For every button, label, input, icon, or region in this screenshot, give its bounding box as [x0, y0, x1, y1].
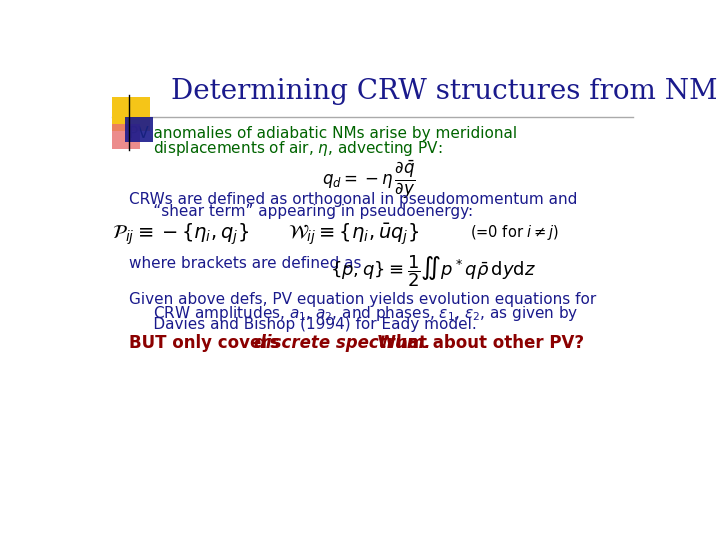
- Text: What about other PV?: What about other PV?: [372, 334, 584, 352]
- Text: $\mathcal{P}_{ij} \equiv -\{\eta_i, q_j\}$: $\mathcal{P}_{ij} \equiv -\{\eta_i, q_j\…: [112, 222, 248, 247]
- Text: $\{p,q\} \equiv \dfrac{1}{2}\iint p^*q\bar{\rho}\,\mathrm{d}y\mathrm{d}z$: $\{p,q\} \equiv \dfrac{1}{2}\iint p^*q\b…: [330, 253, 536, 289]
- Text: discrete spectrum.: discrete spectrum.: [253, 334, 430, 352]
- Text: where brackets are defined as: where brackets are defined as: [129, 256, 361, 271]
- Text: CRW amplitudes, $a_1$, $a_2$, and phases, $\varepsilon_1$, $\varepsilon_2$, as g: CRW amplitudes, $a_1$, $a_2$, and phases…: [129, 304, 578, 323]
- Text: BUT only covers: BUT only covers: [129, 334, 285, 352]
- Text: PV anomalies of adiabatic NMs arise by meridional: PV anomalies of adiabatic NMs arise by m…: [129, 126, 517, 141]
- Text: “shear term” appearing in pseudoenergy:: “shear term” appearing in pseudoenergy:: [129, 204, 473, 219]
- Text: (=0 for $i$$\neq$$j$): (=0 for $i$$\neq$$j$): [469, 224, 559, 242]
- Text: Determining CRW structures from NM: Determining CRW structures from NM: [171, 78, 718, 105]
- Text: displacements of air, $\eta$, advecting PV:: displacements of air, $\eta$, advecting …: [129, 139, 442, 159]
- Text: $\mathcal{W}_{ij} \equiv \{\eta_i, \bar{u}q_j\}$: $\mathcal{W}_{ij} \equiv \{\eta_i, \bar{…: [287, 222, 419, 247]
- Text: $q_d = -\eta\,\dfrac{\partial\bar{q}}{\partial y}$: $q_d = -\eta\,\dfrac{\partial\bar{q}}{\p…: [322, 159, 416, 201]
- Text: CRWs are defined as orthogonal in pseudomomentum and: CRWs are defined as orthogonal in pseudo…: [129, 192, 577, 207]
- Bar: [125, 117, 153, 142]
- Text: Given above defs, PV equation yields evolution equations for: Given above defs, PV equation yields evo…: [129, 292, 596, 307]
- Text: Davies and Bishop (1994) for Eady model.: Davies and Bishop (1994) for Eady model.: [129, 316, 477, 332]
- Bar: [112, 124, 140, 149]
- Bar: [112, 97, 150, 131]
